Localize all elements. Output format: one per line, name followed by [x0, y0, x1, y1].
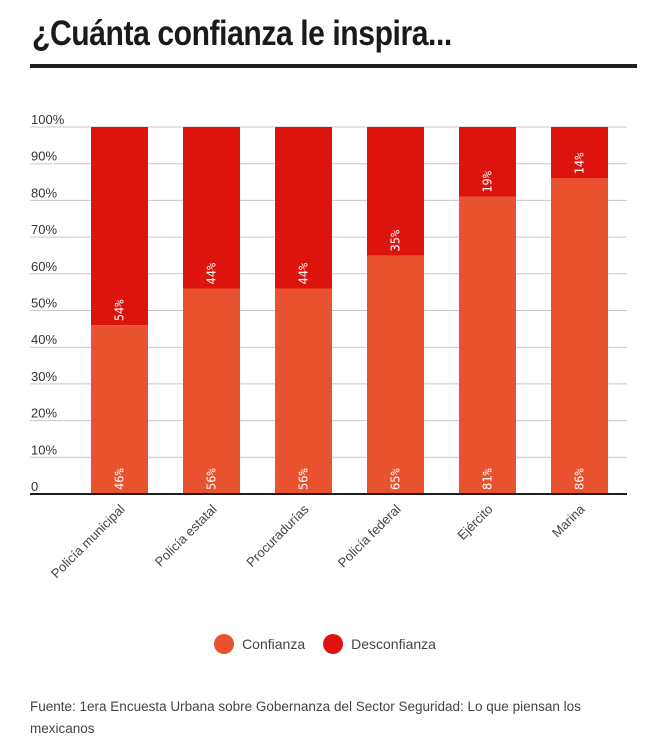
data-label: 86% [573, 468, 587, 490]
bar-desconfianza [183, 127, 240, 289]
legend-label-confianza: Confianza [242, 636, 306, 652]
chart-title: ¿Cuánta confianza le inspira... [32, 14, 452, 53]
category-label: Ejército [454, 502, 495, 543]
bar-confianza [459, 196, 516, 494]
y-tick-label: 20% [31, 406, 57, 421]
bar-confianza [275, 288, 332, 494]
y-tick-label: 60% [31, 259, 57, 274]
category-label: Marina [549, 501, 588, 540]
y-tick-label: 30% [31, 369, 57, 384]
data-label: 56% [205, 468, 219, 490]
bar-confianza [91, 325, 148, 494]
legend-swatch-desconfianza [323, 634, 344, 654]
y-tick-label: 40% [31, 332, 57, 347]
y-tick-label: 70% [31, 222, 57, 237]
stacked-bar-chart: 0 10% 20% 30% 40% 50% 60% 70% 80% 90% 100% 46% 54% Po… [30, 112, 627, 581]
data-label: 44% [205, 262, 219, 284]
data-label: 56% [297, 468, 311, 490]
data-label: 44% [297, 262, 311, 284]
chart-legend: Confianza Desconfianza [0, 634, 650, 654]
data-label: 19% [481, 170, 495, 192]
bar-desconfianza [367, 127, 424, 256]
title-divider [30, 64, 637, 68]
bar-desconfianza [551, 127, 608, 179]
y-tick-label: 80% [31, 185, 57, 200]
y-tick-label: 50% [31, 296, 57, 311]
data-label: 81% [481, 468, 495, 490]
bar-confianza [367, 255, 424, 494]
category-label: Policía estatal [152, 501, 220, 569]
source-note: Fuente: 1era Encuesta Urbana sobre Gober… [30, 699, 581, 736]
category-label: Policía federal [335, 501, 404, 570]
y-tick-label: 0 [31, 479, 38, 494]
y-tick-label: 90% [31, 149, 57, 164]
legend-label-desconfianza: Desconfianza [351, 636, 436, 652]
bar-desconfianza [91, 127, 148, 326]
legend-swatch-confianza [214, 634, 235, 654]
y-tick-label: 10% [31, 442, 57, 457]
data-label: 35% [389, 229, 403, 251]
bar-desconfianza [275, 127, 332, 289]
y-tick-label: 100% [31, 112, 65, 127]
data-label: 46% [113, 468, 127, 490]
bar-confianza [551, 178, 608, 494]
legend-item-desconfianza: Desconfianza [323, 634, 436, 654]
bar-desconfianza [459, 127, 516, 197]
bar-confianza [183, 288, 240, 494]
category-label: Policía municipal [48, 501, 128, 581]
data-label: 14% [573, 152, 587, 174]
data-label: 65% [389, 468, 403, 490]
legend-item-confianza: Confianza [214, 634, 305, 654]
category-label: Procuradurías [243, 501, 312, 570]
data-label: 54% [113, 299, 127, 321]
